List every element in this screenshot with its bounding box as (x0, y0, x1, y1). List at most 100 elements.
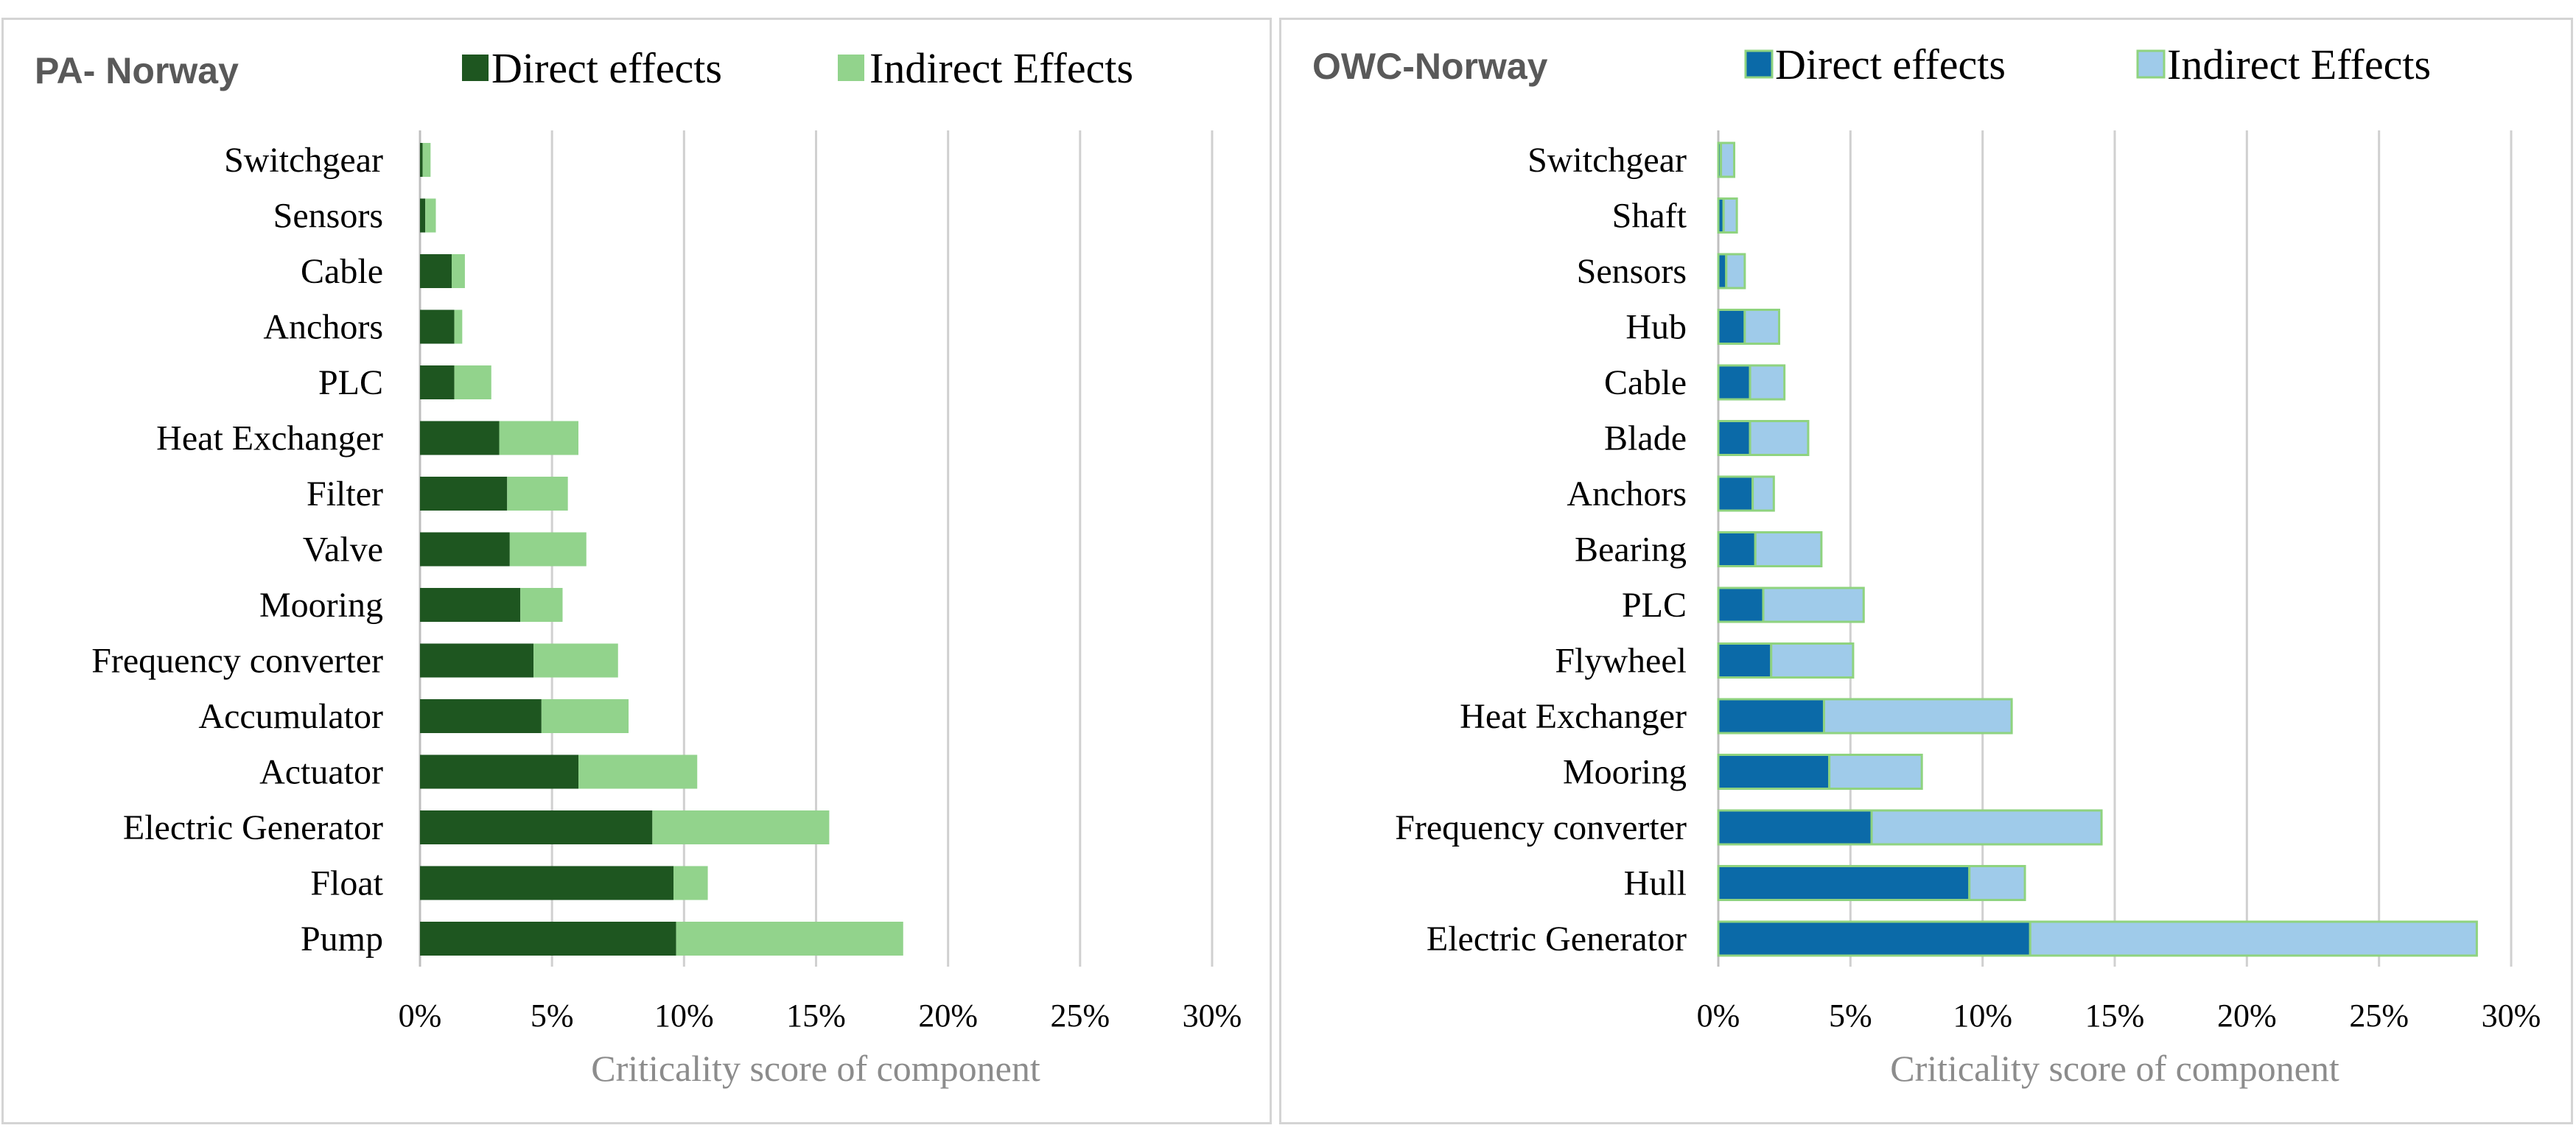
category-label-switchgear: Switchgear (1527, 141, 1687, 180)
x-tick-label: 25% (1051, 998, 1110, 1034)
category-label-pump: Pump (301, 919, 383, 959)
category-label-sensors: Sensors (1577, 252, 1687, 291)
bar-indirect-effects-anchors (1751, 475, 1775, 512)
x-tick-label: 20% (2217, 998, 2277, 1034)
category-label-actuator: Actuator (259, 753, 383, 792)
chart-title: OWC-Norway (1312, 46, 1548, 87)
bar-direct-effects-plc (1717, 586, 1765, 623)
bar-indirect-effects-switchgear (1720, 141, 1736, 178)
bar-direct-effects-frequency-converter (1717, 809, 1873, 846)
bar-indirect-effects-shaft (1722, 197, 1738, 234)
category-label-flywheel: Flywheel (1555, 642, 1687, 681)
bar-direct-effects-flywheel (1717, 642, 1773, 679)
bar-direct-effects-electric-generator (1717, 920, 2031, 957)
bar-direct-effects-valve (420, 532, 510, 567)
bar-direct-effects-cable (420, 254, 452, 288)
legend-label-indirect-effects: Indirect Effects (869, 44, 1133, 92)
chart-title: PA- Norway (35, 50, 239, 91)
bar-indirect-effects-filter (507, 477, 568, 511)
pa-norway-chart: PA- Norway Direct effects Indirect Effects… (35, 44, 1242, 1089)
bar-indirect-effects-switchgear (422, 143, 431, 177)
legend-label-direct-effects: Direct effects (491, 44, 722, 92)
category-label-anchors: Anchors (1567, 474, 1687, 514)
bar-indirect-effects-sensors (425, 198, 436, 233)
category-label-valve: Valve (303, 530, 383, 570)
bar-direct-effects-actuator (420, 754, 578, 789)
bar-indirect-effects-accumulator (541, 699, 629, 733)
bar-direct-effects-heat-exchanger (1717, 698, 1825, 735)
category-label-plc: PLC (318, 363, 383, 402)
bar-direct-effects-frequency-converter (420, 643, 534, 678)
bar-indirect-effects-bearing (1754, 531, 1823, 567)
category-label-switchgear: Switchgear (224, 141, 383, 180)
bar-direct-effects-anchors (1717, 475, 1754, 512)
category-label-electric-generator: Electric Generator (123, 808, 383, 847)
bar-direct-effects-accumulator (420, 699, 542, 733)
bar-indirect-effects-blade (1749, 420, 1810, 456)
bar-indirect-effects-cable (1749, 364, 1786, 401)
category-label-accumulator: Accumulator (198, 697, 383, 736)
bar-indirect-effects-plc (1762, 586, 1865, 623)
category-label-filter: Filter (307, 474, 383, 514)
pa-norway-chart-panel: PA- Norway Direct effects Indirect Effects… (1, 18, 1272, 1124)
bar-indirect-effects-mooring (520, 588, 563, 622)
x-tick-label: 30% (2482, 998, 2541, 1034)
bar-indirect-effects-heat-exchanger (1822, 698, 2013, 735)
bar-direct-effects-pump (420, 922, 676, 956)
bar-direct-effects-electric-generator (420, 810, 653, 844)
bar-indirect-effects-mooring (1828, 754, 1923, 790)
bar-indirect-effects-cable (452, 254, 465, 288)
bar-direct-effects-bearing (1717, 531, 1757, 567)
x-tick-label: 15% (2085, 998, 2145, 1034)
bar-indirect-effects-valve (509, 532, 587, 567)
legend-swatch-direct-effects (1744, 49, 1774, 79)
category-label-cable: Cable (1604, 363, 1687, 402)
category-label-bearing: Bearing (1575, 530, 1687, 570)
bar-indirect-effects-anchors (454, 309, 463, 344)
bar-indirect-effects-frequency-converter (533, 643, 618, 678)
bar-direct-effects-hub (1717, 309, 1746, 345)
category-label-frequency-converter: Frequency converter (1395, 808, 1687, 847)
x-tick-label: 0% (399, 998, 442, 1034)
bar-indirect-effects-electric-generator (652, 810, 830, 844)
category-label-electric-generator: Electric Generator (1427, 919, 1687, 959)
legend-label-direct-effects: Direct effects (1775, 41, 2006, 88)
bar-indirect-effects-frequency-converter (1870, 809, 2103, 846)
x-axis-title: Criticality score of component (1890, 1048, 2339, 1089)
x-tick-label: 0% (1697, 998, 1740, 1034)
category-label-frequency-converter: Frequency converter (91, 642, 383, 681)
x-tick-label: 15% (786, 998, 846, 1034)
bar-direct-effects-heat-exchanger (420, 421, 500, 455)
legend-swatch-indirect-effects (838, 55, 864, 81)
legend-swatch-indirect-effects (2136, 49, 2166, 79)
category-label-hub: Hub (1625, 308, 1687, 347)
bar-direct-effects-plc (420, 365, 455, 399)
category-label-mooring: Mooring (1563, 753, 1687, 792)
x-tick-label: 5% (1829, 998, 1872, 1034)
category-label-mooring: Mooring (259, 586, 383, 625)
bar-indirect-effects-hull (1968, 865, 2026, 901)
bar-indirect-effects-sensors (1725, 253, 1746, 290)
bar-indirect-effects-heat-exchanger (499, 421, 578, 455)
x-tick-label: 5% (531, 998, 574, 1034)
category-label-sensors: Sensors (273, 197, 383, 236)
category-label-blade: Blade (1604, 419, 1687, 458)
bar-direct-effects-blade (1717, 420, 1751, 456)
x-tick-label: 30% (1183, 998, 1242, 1034)
category-label-float: Float (310, 864, 383, 903)
x-tick-label: 10% (1953, 998, 2012, 1034)
category-label-heat-exchanger: Heat Exchanger (1460, 697, 1687, 736)
bar-indirect-effects-electric-generator (2029, 920, 2478, 957)
category-label-plc: PLC (1622, 586, 1687, 625)
bar-direct-effects-sensors (1717, 253, 1728, 290)
bar-direct-effects-anchors (420, 309, 455, 344)
category-label-anchors: Anchors (263, 308, 383, 347)
bar-indirect-effects-hub (1743, 309, 1780, 345)
category-label-hull: Hull (1624, 864, 1687, 903)
owc-norway-chart-panel: OWC-Norway Direct effects Indirect Effects… (1279, 18, 2573, 1124)
owc-norway-chart: OWC-Norway Direct effects Indirect Effects… (1312, 41, 2541, 1089)
bar-direct-effects-mooring (420, 588, 521, 622)
category-label-shaft: Shaft (1612, 197, 1687, 236)
bar-indirect-effects-pump (676, 922, 903, 956)
bar-indirect-effects-flywheel (1770, 642, 1855, 679)
